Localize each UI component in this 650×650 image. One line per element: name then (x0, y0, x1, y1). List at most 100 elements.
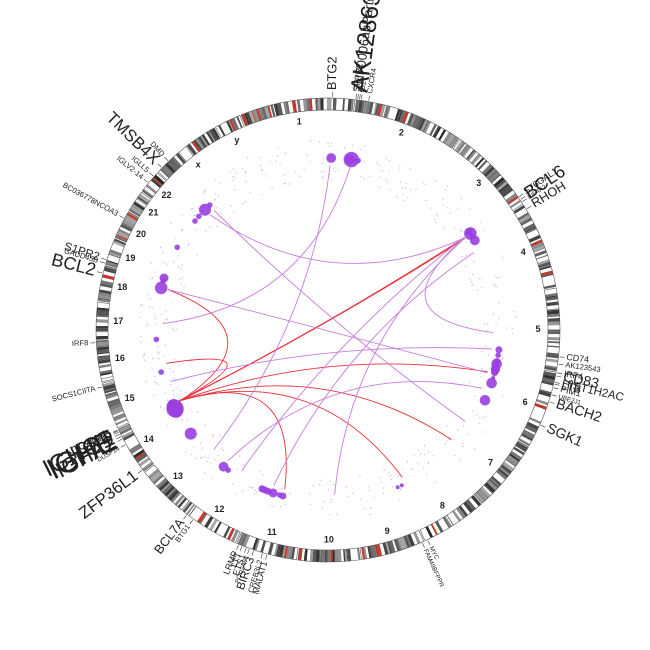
chromosome-band (164, 486, 175, 497)
background-dot (253, 492, 256, 494)
background-dot (327, 142, 329, 144)
background-dot (190, 453, 192, 456)
background-dot (261, 169, 264, 171)
background-dot (244, 172, 247, 174)
chromosome-band (245, 535, 254, 549)
chromosome-band (533, 246, 546, 253)
gene-tick (247, 549, 250, 555)
chromosome-band (361, 100, 365, 113)
chromosome (419, 494, 482, 542)
chromosome-band (320, 98, 324, 111)
background-dot (172, 261, 175, 263)
background-dot (398, 499, 400, 501)
chromosome-arc (114, 211, 140, 243)
background-dot (145, 380, 147, 383)
chromosome-band (241, 113, 249, 127)
chromosome-band (394, 108, 401, 121)
chromosome-band (131, 203, 144, 214)
background-dot (271, 187, 273, 189)
background-dot (260, 164, 262, 167)
chromosome-band (544, 369, 557, 374)
background-dot (385, 179, 387, 181)
chromosome-band (545, 292, 558, 298)
chromosome-band (213, 521, 222, 534)
background-dot (501, 358, 503, 361)
background-dot (303, 168, 305, 171)
background-dot (396, 196, 398, 198)
chromosome-band (192, 508, 202, 520)
chromosome-band (386, 106, 391, 119)
chromosome-band (97, 304, 110, 309)
background-dot (219, 218, 221, 220)
background-dot (181, 291, 184, 293)
chromosome-arc (144, 464, 190, 511)
chromosome-band (125, 214, 137, 223)
background-dot (249, 486, 251, 488)
background-dot (147, 293, 149, 296)
chromosome-band (339, 98, 344, 111)
chromosome-band (500, 185, 512, 196)
chromosome-band (479, 488, 489, 499)
chromosome (114, 211, 140, 243)
chromosome-band (130, 445, 142, 453)
chromosome-band (385, 541, 391, 555)
chromosome-band (542, 278, 555, 282)
background-dot (166, 399, 168, 401)
gene-tick (368, 95, 370, 101)
chromosome-band (121, 430, 134, 439)
mutation-bubble (491, 369, 499, 377)
chromosome-band (536, 399, 549, 406)
chromosome-band (282, 545, 286, 558)
chromosome-band (118, 425, 131, 433)
chromosome-band (187, 143, 197, 156)
chromosome-band (536, 255, 549, 263)
chromosome-band (371, 102, 376, 115)
chromosome-band (255, 108, 262, 121)
chromosome-band (518, 438, 531, 446)
chromosome-band (119, 226, 132, 234)
chromosome-band (217, 523, 225, 535)
chromosome-band (258, 107, 265, 121)
chromosome-band (505, 458, 517, 468)
chromosome-band (398, 537, 406, 550)
chromosome-band (114, 416, 127, 423)
gene-tick (422, 542, 425, 548)
background-dot (216, 225, 218, 228)
background-dot (364, 145, 366, 147)
background-dot (363, 507, 366, 510)
chromosome-band (509, 453, 521, 462)
chromosome-arc (117, 423, 154, 472)
chromosome-band (131, 447, 144, 456)
chromosome-arc (513, 204, 557, 290)
background-dot (234, 176, 236, 179)
chromosome-band (215, 522, 224, 535)
mutation-bubble (469, 235, 480, 246)
chromosome-band (463, 501, 474, 514)
chromosome-arc (95, 301, 110, 340)
background-dot (259, 470, 262, 472)
background-dot (434, 180, 437, 182)
background-dot (151, 277, 154, 279)
chromosome-band (101, 375, 114, 380)
chromosome-band (287, 100, 293, 114)
chromosome-band (444, 516, 452, 527)
chromosome-band (231, 117, 240, 131)
background-dot (506, 327, 508, 329)
gene-tick (559, 356, 565, 358)
chromosome-band (120, 225, 132, 232)
chromosome-band (414, 116, 421, 129)
chromosome-band (303, 548, 308, 562)
chromosome-band (113, 412, 126, 420)
gene-tick (554, 383, 560, 386)
chromosome-band (513, 205, 526, 214)
chromosome-band (545, 358, 559, 362)
chromosome-band (136, 454, 148, 463)
background-dot (153, 271, 156, 273)
background-dot (176, 418, 178, 420)
background-dot (261, 194, 263, 196)
background-dot (397, 475, 399, 477)
chromosome-band (359, 547, 363, 560)
background-dot (172, 328, 174, 330)
background-dot (487, 323, 489, 326)
background-dot (480, 376, 482, 378)
